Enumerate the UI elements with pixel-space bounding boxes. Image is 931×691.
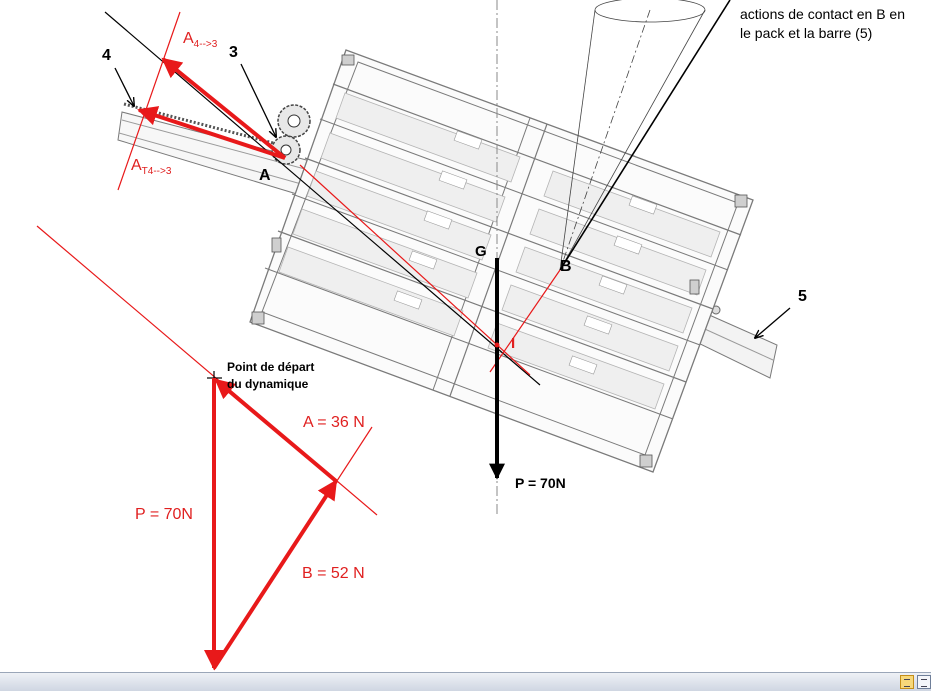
- part-label-5: 5: [798, 288, 807, 305]
- normal-view-icon[interactable]: [900, 675, 914, 689]
- point-I-marker: [494, 342, 500, 348]
- leader-5: [755, 307, 791, 338]
- line-A-red: [299, 164, 531, 376]
- arrow-radial: [138, 109, 286, 159]
- dyn-A-arrow: [214, 378, 338, 483]
- start-label-1: Point de départ: [227, 360, 315, 374]
- arrow-A43: [161, 57, 287, 160]
- label-A43: A4-->3: [183, 31, 217, 50]
- label-A43-sub: 4-->3: [193, 39, 218, 51]
- line-B-red: [489, 269, 561, 373]
- label-A43-main: A: [183, 30, 194, 47]
- perpendicular-line: [117, 11, 181, 191]
- label-AT43: AT4-->3: [131, 158, 171, 177]
- note-line-1: actions de contact en B en: [740, 6, 905, 22]
- contact-cone: [559, 0, 706, 271]
- pack-assembly: [249, 49, 754, 473]
- force-A-label: A = 36 N: [303, 414, 365, 431]
- point-label-B: B: [560, 258, 572, 275]
- point-label-G: G: [475, 243, 487, 260]
- point-label-I: I: [511, 335, 516, 352]
- point-label-A: A: [259, 167, 271, 184]
- line-B-black: [559, 0, 731, 271]
- page-layout-icon[interactable]: [917, 675, 931, 689]
- weight-label: P = 70N: [515, 475, 566, 491]
- force-P-label: P = 70N: [135, 506, 193, 523]
- part-label-4: 4: [102, 47, 111, 64]
- label-AT43-sub: T4-->3: [141, 166, 172, 178]
- leader-3: [240, 63, 276, 137]
- part-label-3: 3: [229, 44, 238, 61]
- status-bar: [0, 672, 931, 691]
- label-AT43-main: A: [131, 157, 142, 174]
- note-line-2: le pack et la barre (5): [740, 25, 873, 41]
- force-B-label: B = 52 N: [302, 565, 365, 582]
- leader-4: [114, 67, 134, 106]
- start-label-2: du dynamique: [227, 377, 309, 391]
- dyn-B-arrow: [212, 479, 338, 670]
